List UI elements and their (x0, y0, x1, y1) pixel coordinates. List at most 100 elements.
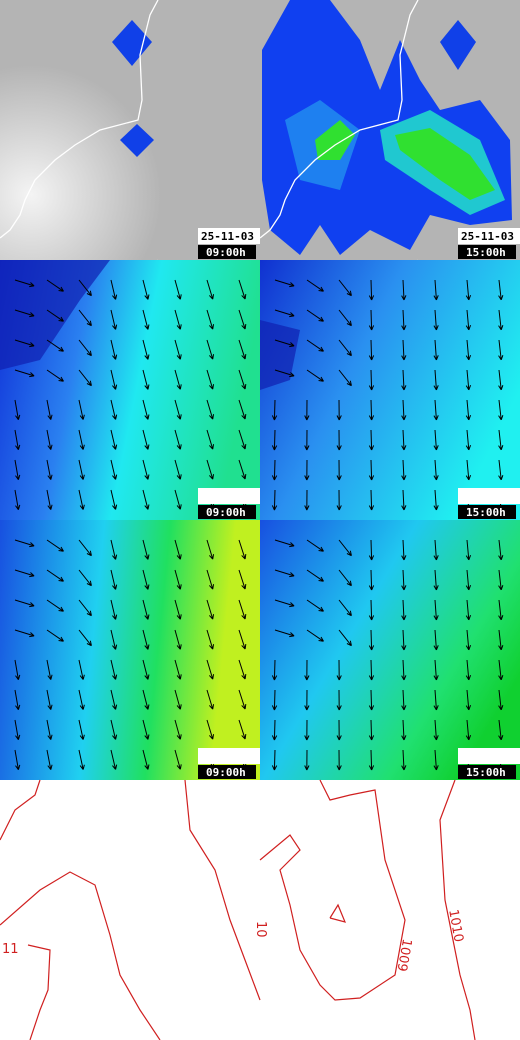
wind-arrow (465, 539, 472, 561)
wind-arrow (401, 689, 407, 711)
wind-arrow (110, 749, 118, 770)
wind-arrow (142, 339, 150, 360)
isobar (184, 779, 261, 1001)
wind-arrow (433, 399, 439, 421)
wind-arrow (14, 489, 21, 510)
wind-arrow (465, 569, 472, 591)
wind-arrow (498, 659, 504, 681)
wind-arrow (174, 459, 182, 480)
wind-arrow (142, 659, 150, 680)
wind-arrow (465, 659, 472, 681)
wind-arrow (433, 719, 439, 741)
coastline (0, 0, 159, 239)
wind-arrow (46, 309, 64, 322)
wind-arrow (401, 309, 407, 331)
wind-arrow (206, 309, 215, 330)
precip-cell (440, 20, 476, 70)
isobar-label: 10 (253, 921, 268, 938)
wind-arrow (238, 599, 247, 620)
date-box (198, 748, 260, 764)
wind-arrow (498, 339, 504, 361)
wind-arrow (238, 279, 247, 300)
wind-arrow (274, 369, 295, 378)
wind-arrow (498, 599, 504, 621)
wind-arrow (498, 629, 504, 651)
wind-arrow (174, 719, 182, 740)
wind-arrow (271, 489, 278, 511)
wind-field (0, 520, 260, 780)
wind-arrow (401, 629, 407, 651)
wind-arrow (498, 429, 504, 451)
wind-arrow (306, 369, 324, 382)
wind-arrow (465, 599, 472, 621)
wind-arrow (174, 399, 182, 420)
wind-arrow (142, 399, 150, 420)
wind-arrow (401, 539, 407, 561)
isobar (259, 779, 406, 1001)
wind-arrow (206, 539, 215, 560)
wind-arrow (401, 279, 407, 301)
wind-arrow (174, 629, 182, 650)
wind-arrow (46, 569, 64, 582)
isobar (27, 944, 51, 1040)
wind-arrow (238, 659, 247, 680)
date-box (198, 228, 260, 244)
time-box (198, 505, 256, 519)
wind-arrow (78, 569, 92, 587)
wind-field (260, 520, 520, 780)
wind-arrow (338, 569, 352, 587)
wind-arrow (274, 569, 295, 578)
wind-arrow (336, 399, 342, 421)
wind-arrow (274, 339, 295, 348)
wind-arrow (110, 539, 118, 560)
date-box (198, 488, 260, 504)
wind-arrow (174, 489, 182, 510)
wind-arrow (433, 659, 439, 681)
wind-arrow (304, 459, 310, 481)
wind-arrow (14, 749, 21, 770)
wind-arrow (206, 399, 215, 420)
precip-cell (112, 20, 152, 66)
wind-arrow (78, 309, 92, 327)
wind-arrow (46, 399, 53, 420)
wind-arrow (274, 539, 295, 548)
precip-area (395, 128, 495, 200)
wind-arrow (304, 399, 310, 421)
wind-arrow (110, 459, 118, 480)
wind-arrow (14, 719, 21, 740)
wind-arrow (401, 369, 407, 391)
wind-arrow (465, 689, 472, 711)
wind-arrow (465, 399, 472, 421)
wind-arrow (142, 569, 150, 590)
coastline (260, 0, 419, 239)
wind-arrow (14, 339, 35, 348)
wind-arrow (110, 629, 118, 650)
wind-arrow (465, 279, 472, 301)
time-box (458, 505, 516, 519)
wind-arrow (368, 749, 375, 771)
wind-arrow (238, 369, 247, 390)
wind-arrow (174, 569, 182, 590)
wind-arrow (110, 399, 118, 420)
wind-arrow (206, 629, 215, 650)
wind-arrow (46, 339, 64, 352)
wind-arrow (78, 689, 85, 710)
wind-arrow (433, 539, 439, 561)
wind-arrow (306, 279, 324, 292)
wind-arrow (274, 279, 295, 288)
isobar (439, 779, 476, 1040)
wind-arrow (304, 489, 310, 511)
wind-arrow (304, 429, 310, 451)
wind-arrow (401, 339, 407, 361)
time-label: 09:00h (206, 506, 246, 519)
wind-arrow (142, 429, 150, 450)
wind-arrow (14, 599, 35, 608)
wind-arrow (401, 749, 407, 771)
wind-arrow (338, 309, 352, 327)
wind-arrow (465, 429, 472, 451)
wind-arrow (368, 429, 375, 451)
isobar-label: 11 (2, 942, 19, 957)
wind-arrow (46, 629, 64, 642)
wind-arrow (465, 309, 472, 331)
